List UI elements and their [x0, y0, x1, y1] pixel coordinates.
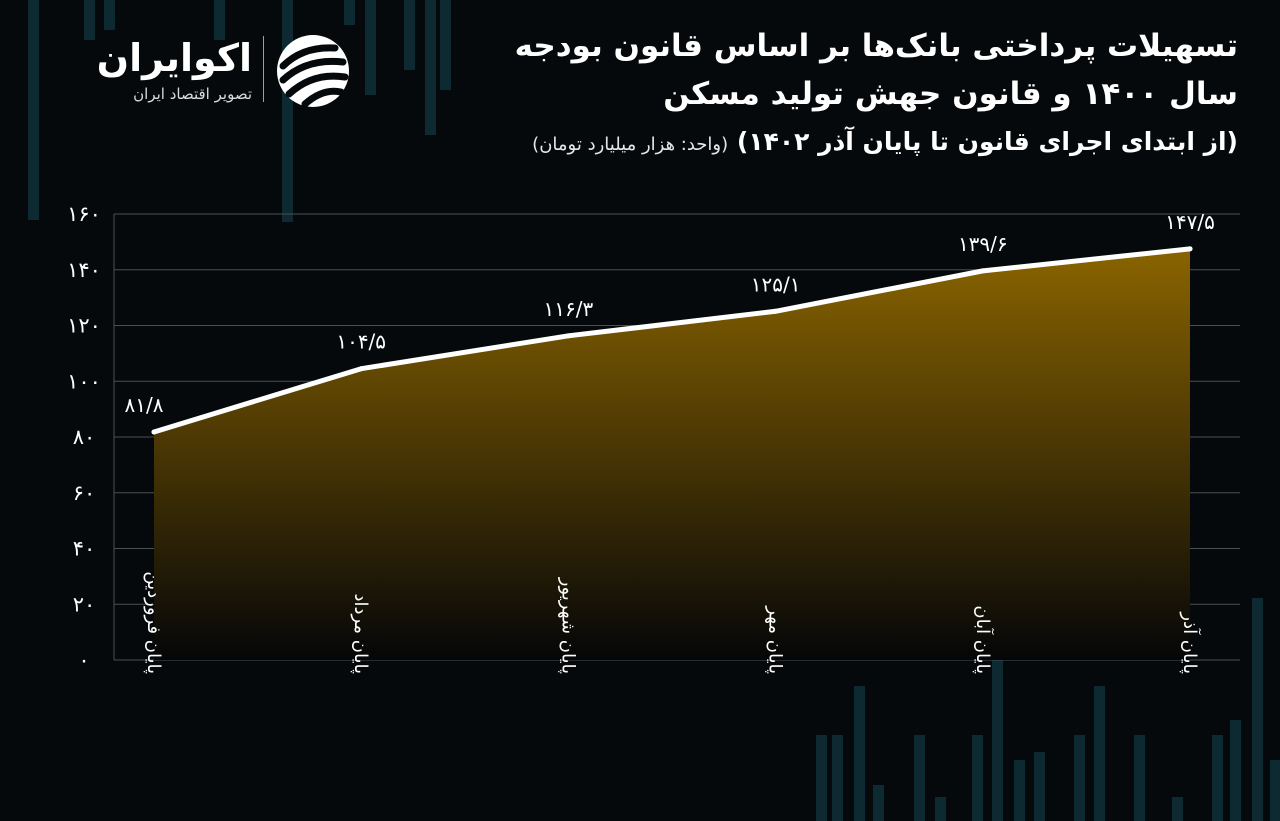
background-candle	[404, 0, 415, 70]
data-point	[358, 366, 364, 372]
area-fill	[154, 248, 1190, 660]
background-candle	[1270, 760, 1280, 821]
y-tick-label: ۱۲۰	[67, 314, 101, 338]
background-candle	[873, 785, 884, 821]
x-tick-label: پایان مرداد	[350, 593, 371, 674]
background-candle	[1212, 735, 1223, 821]
logo-mark-icon	[277, 35, 349, 108]
background-candle	[972, 735, 983, 821]
background-candle	[365, 0, 376, 95]
y-tick-label: ۱۰۰	[67, 369, 101, 393]
brand-logo: اکوایران تصویر اقتصاد ایران	[45, 30, 349, 110]
background-candle	[1034, 752, 1045, 821]
y-tick-label: ۰	[78, 648, 89, 672]
background-candle	[914, 735, 925, 821]
background-candle	[1074, 735, 1085, 821]
x-tick-label-group: پایان آذر	[1179, 611, 1202, 674]
background-candle	[282, 0, 293, 222]
data-point	[773, 308, 779, 314]
background-candle	[1230, 720, 1241, 821]
x-tick-label-group: پایان فروردین	[143, 571, 164, 674]
x-tick-label: پایان آبان	[972, 605, 995, 674]
data-label: ۱۲۵/۱	[751, 272, 801, 296]
x-tick-label: پایان فروردین	[143, 571, 164, 674]
background-candle	[1134, 735, 1145, 821]
data-label: ۱۱۶/۳	[544, 297, 594, 321]
chart-title-block: تسهیلات پرداختی بانک‌ها بر اساس قانون بو…	[418, 22, 1238, 167]
data-label: ۱۰۴/۵	[336, 330, 386, 354]
background-candle	[28, 0, 39, 220]
background-candle	[832, 735, 843, 821]
background-candle	[935, 797, 946, 821]
x-tick-label-group: پایان شهریور	[557, 577, 578, 674]
chart-unit: (واحد: هزار میلیارد تومان)	[532, 134, 729, 155]
data-point	[565, 333, 571, 339]
background-candle	[1252, 598, 1263, 821]
y-tick-label: ۸۰	[73, 425, 96, 449]
brand-name: اکوایران	[96, 36, 252, 80]
background-candle	[425, 0, 436, 135]
chart-subtitle-period: (از ابتدای اجرای قانون تا پایان آذر ۱۴۰۲…	[736, 127, 1238, 156]
chart-title-line-1: تسهیلات پرداختی بانک‌ها بر اساس قانون بو…	[514, 28, 1238, 64]
background-candle	[104, 0, 115, 30]
background-candle	[1094, 686, 1105, 821]
y-tick-label: ۱۶۰	[67, 202, 101, 226]
background-candle	[344, 0, 355, 25]
data-point	[1187, 246, 1193, 252]
x-tick-label: پایان آذر	[1179, 611, 1202, 674]
data-label: ۱۴۷/۵	[1165, 210, 1215, 234]
background-candle	[1172, 797, 1183, 821]
x-tick-label-group: پایان مهر	[765, 605, 786, 674]
y-tick-label: ۱۴۰	[67, 258, 101, 282]
x-tick-label-group: پایان مرداد	[350, 593, 371, 674]
y-tick-label: ۲۰	[73, 592, 96, 616]
background-candle	[84, 0, 95, 40]
chart-title-line-2: سال ۱۴۰۰ و قانون جهش تولید مسکن	[663, 76, 1238, 112]
background-candle	[854, 686, 865, 821]
background-candle	[440, 0, 451, 90]
y-tick-label: ۶۰	[73, 481, 96, 505]
x-tick-label: پایان مهر	[765, 605, 786, 674]
series-line	[151, 246, 1193, 435]
chart-subtitle: (از ابتدای اجرای قانون تا پایان آذر ۱۴۰۲…	[418, 120, 1238, 167]
logo-divider	[263, 36, 264, 102]
y-tick-label: ۴۰	[73, 537, 96, 561]
x-tick-label-group: پایان آبان	[972, 605, 995, 674]
x-tick-label: پایان شهریور	[557, 577, 578, 674]
background-candle	[1014, 760, 1025, 821]
brand-tagline: تصویر اقتصاد ایران	[133, 85, 252, 103]
background-candle	[816, 735, 827, 821]
background-candle	[214, 0, 225, 40]
data-point	[980, 268, 986, 274]
data-point	[151, 429, 157, 435]
background-candle	[992, 598, 1003, 821]
data-label: ۸۱/۸	[125, 393, 164, 417]
data-label: ۱۳۹/۶	[958, 232, 1008, 256]
